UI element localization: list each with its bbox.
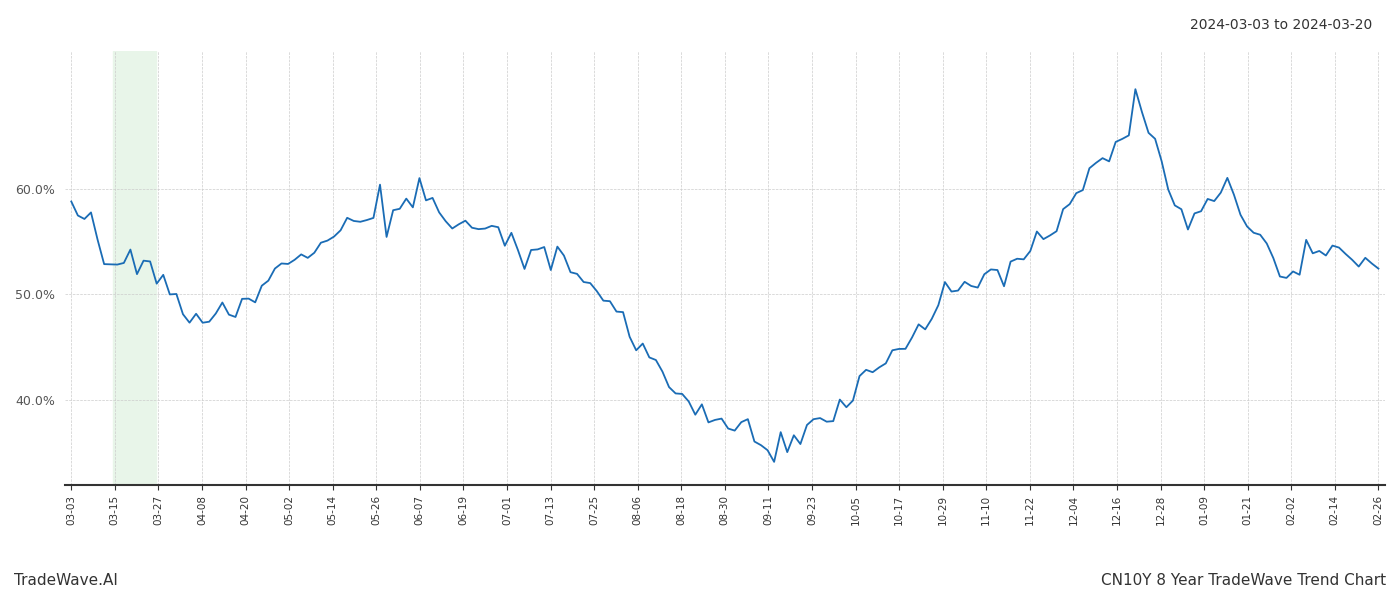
Text: TradeWave.AI: TradeWave.AI <box>14 573 118 588</box>
Text: 2024-03-03 to 2024-03-20: 2024-03-03 to 2024-03-20 <box>1190 18 1372 32</box>
Bar <box>113 51 157 485</box>
Text: CN10Y 8 Year TradeWave Trend Chart: CN10Y 8 Year TradeWave Trend Chart <box>1100 573 1386 588</box>
